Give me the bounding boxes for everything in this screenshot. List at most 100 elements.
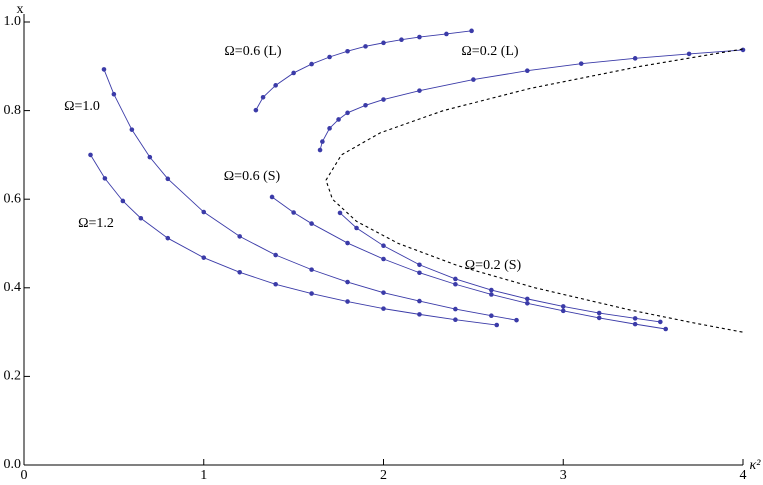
x-tick-label: 1 xyxy=(200,468,207,483)
data-point xyxy=(596,315,602,321)
x-axis-label: κ² xyxy=(750,458,762,473)
series-label: Ω=0.2 (L) xyxy=(461,44,519,59)
data-point xyxy=(102,176,108,181)
data-point xyxy=(327,54,332,60)
dashed-curve xyxy=(325,48,744,333)
y-tick-label: 0.6 xyxy=(4,191,22,206)
data-point xyxy=(273,252,278,258)
data-point xyxy=(417,312,422,317)
data-point xyxy=(489,292,494,297)
data-point xyxy=(525,68,530,74)
series-label: Ω=1.0 xyxy=(64,99,100,114)
series-label: Ω=0.6 (L) xyxy=(224,44,282,59)
data-point xyxy=(453,281,458,287)
data-point xyxy=(111,91,117,97)
data-point xyxy=(417,298,422,304)
data-point xyxy=(596,310,602,316)
data-point xyxy=(663,326,669,332)
data-point xyxy=(453,306,458,312)
data-point xyxy=(363,102,368,108)
data-point xyxy=(632,56,638,61)
data-point xyxy=(514,317,519,323)
data-point xyxy=(381,290,386,295)
data-point xyxy=(291,70,296,76)
data-point xyxy=(381,97,386,102)
x-tick-label: 0 xyxy=(21,468,28,483)
data-point xyxy=(417,88,422,93)
data-point xyxy=(138,215,144,221)
data-point xyxy=(560,308,566,314)
data-point xyxy=(269,194,275,200)
data-point xyxy=(381,256,386,262)
data-point xyxy=(417,34,422,40)
data-point xyxy=(444,31,449,37)
series-line xyxy=(90,154,497,326)
data-point xyxy=(399,37,404,43)
data-point xyxy=(740,47,746,53)
data-point xyxy=(317,147,323,153)
data-point xyxy=(201,255,207,260)
y-tick-label: 0.0 xyxy=(4,457,22,472)
data-point xyxy=(336,117,341,122)
y-tick-label: 0.4 xyxy=(4,280,22,295)
data-point xyxy=(101,67,107,72)
data-point xyxy=(291,210,296,215)
data-point xyxy=(327,126,332,131)
data-point xyxy=(120,198,126,204)
data-point xyxy=(129,127,135,132)
data-point xyxy=(273,281,278,287)
series-line xyxy=(255,30,472,111)
y-tick-label: 1.0 xyxy=(4,14,22,29)
data-point xyxy=(363,44,368,49)
data-point xyxy=(309,61,314,67)
data-point xyxy=(237,269,242,275)
data-point xyxy=(453,317,458,322)
data-point xyxy=(525,301,530,306)
series-label: Ω=0.2 (S) xyxy=(465,258,522,273)
data-point xyxy=(525,296,530,302)
series-label: Ω=0.6 (S) xyxy=(224,169,281,184)
data-point xyxy=(560,304,566,309)
data-point xyxy=(337,210,343,216)
data-point xyxy=(381,40,386,46)
data-point xyxy=(453,276,458,282)
data-point xyxy=(354,225,359,231)
data-point xyxy=(273,83,278,88)
data-point xyxy=(658,319,663,325)
data-point xyxy=(686,51,692,57)
data-point xyxy=(417,262,422,268)
data-point xyxy=(345,48,350,54)
data-point xyxy=(165,176,171,182)
data-point xyxy=(632,321,638,327)
data-point xyxy=(260,95,266,100)
series-label: Ω=1.2 xyxy=(78,216,114,231)
data-point xyxy=(489,313,494,319)
x-tick-label: 4 xyxy=(740,468,747,483)
data-point xyxy=(345,279,350,285)
data-point xyxy=(632,316,638,321)
data-point xyxy=(320,139,325,144)
x-tick-label: 2 xyxy=(380,468,387,483)
data-point xyxy=(309,267,314,272)
x-tick-label: 3 xyxy=(560,468,567,483)
data-point xyxy=(345,110,350,116)
data-point xyxy=(309,221,314,226)
data-point xyxy=(201,209,207,215)
data-point xyxy=(381,306,386,311)
data-point xyxy=(494,322,500,328)
data-point xyxy=(237,234,242,239)
data-point xyxy=(253,107,259,113)
data-point xyxy=(345,240,350,246)
data-point xyxy=(88,152,93,158)
data-point xyxy=(469,28,474,34)
y-axis-label: x xyxy=(17,2,24,17)
data-point xyxy=(471,77,476,82)
y-tick-label: 0.8 xyxy=(4,103,22,118)
data-point xyxy=(381,243,386,249)
data-point xyxy=(489,287,494,293)
data-point xyxy=(578,61,584,66)
data-point xyxy=(147,154,153,160)
data-point xyxy=(165,235,171,241)
data-point xyxy=(345,299,350,304)
